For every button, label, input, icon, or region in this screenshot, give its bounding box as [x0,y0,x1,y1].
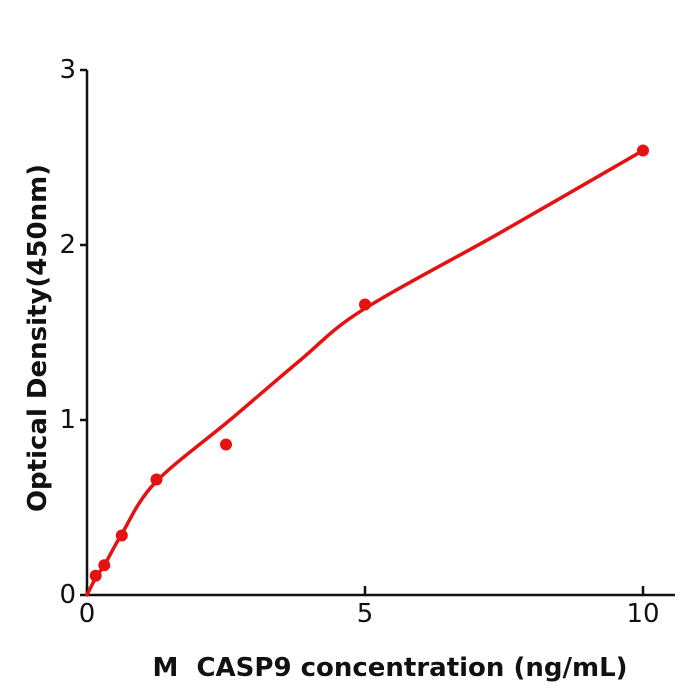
data-points [89,144,649,582]
y-axis-title: Optical Density(450nm) [23,163,53,513]
data-point [220,438,232,451]
data-point [359,298,371,311]
x-tick-label: 5 [356,599,374,629]
data-point [115,529,128,542]
fit-curve-path [85,148,645,597]
y-tick-label: 2 [59,230,76,260]
axes-ticks [80,68,645,597]
y-tick-label: 0 [59,580,76,610]
data-point [98,559,111,572]
y-tick-label: 1 [59,405,76,435]
x-tick-label: 10 [626,599,660,629]
fit-curve [85,148,645,597]
axis-spine [85,70,675,597]
x-axis-title: M CASP9 concentration (ng/mL) [152,653,628,683]
axes-spines [85,70,675,597]
y-tick-label: 3 [59,55,76,85]
data-point [637,144,649,157]
data-point [89,569,102,582]
x-tick-label: 0 [78,599,96,629]
data-point [150,473,163,486]
